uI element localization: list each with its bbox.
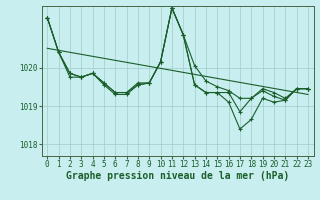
X-axis label: Graphe pression niveau de la mer (hPa): Graphe pression niveau de la mer (hPa) bbox=[66, 171, 289, 181]
